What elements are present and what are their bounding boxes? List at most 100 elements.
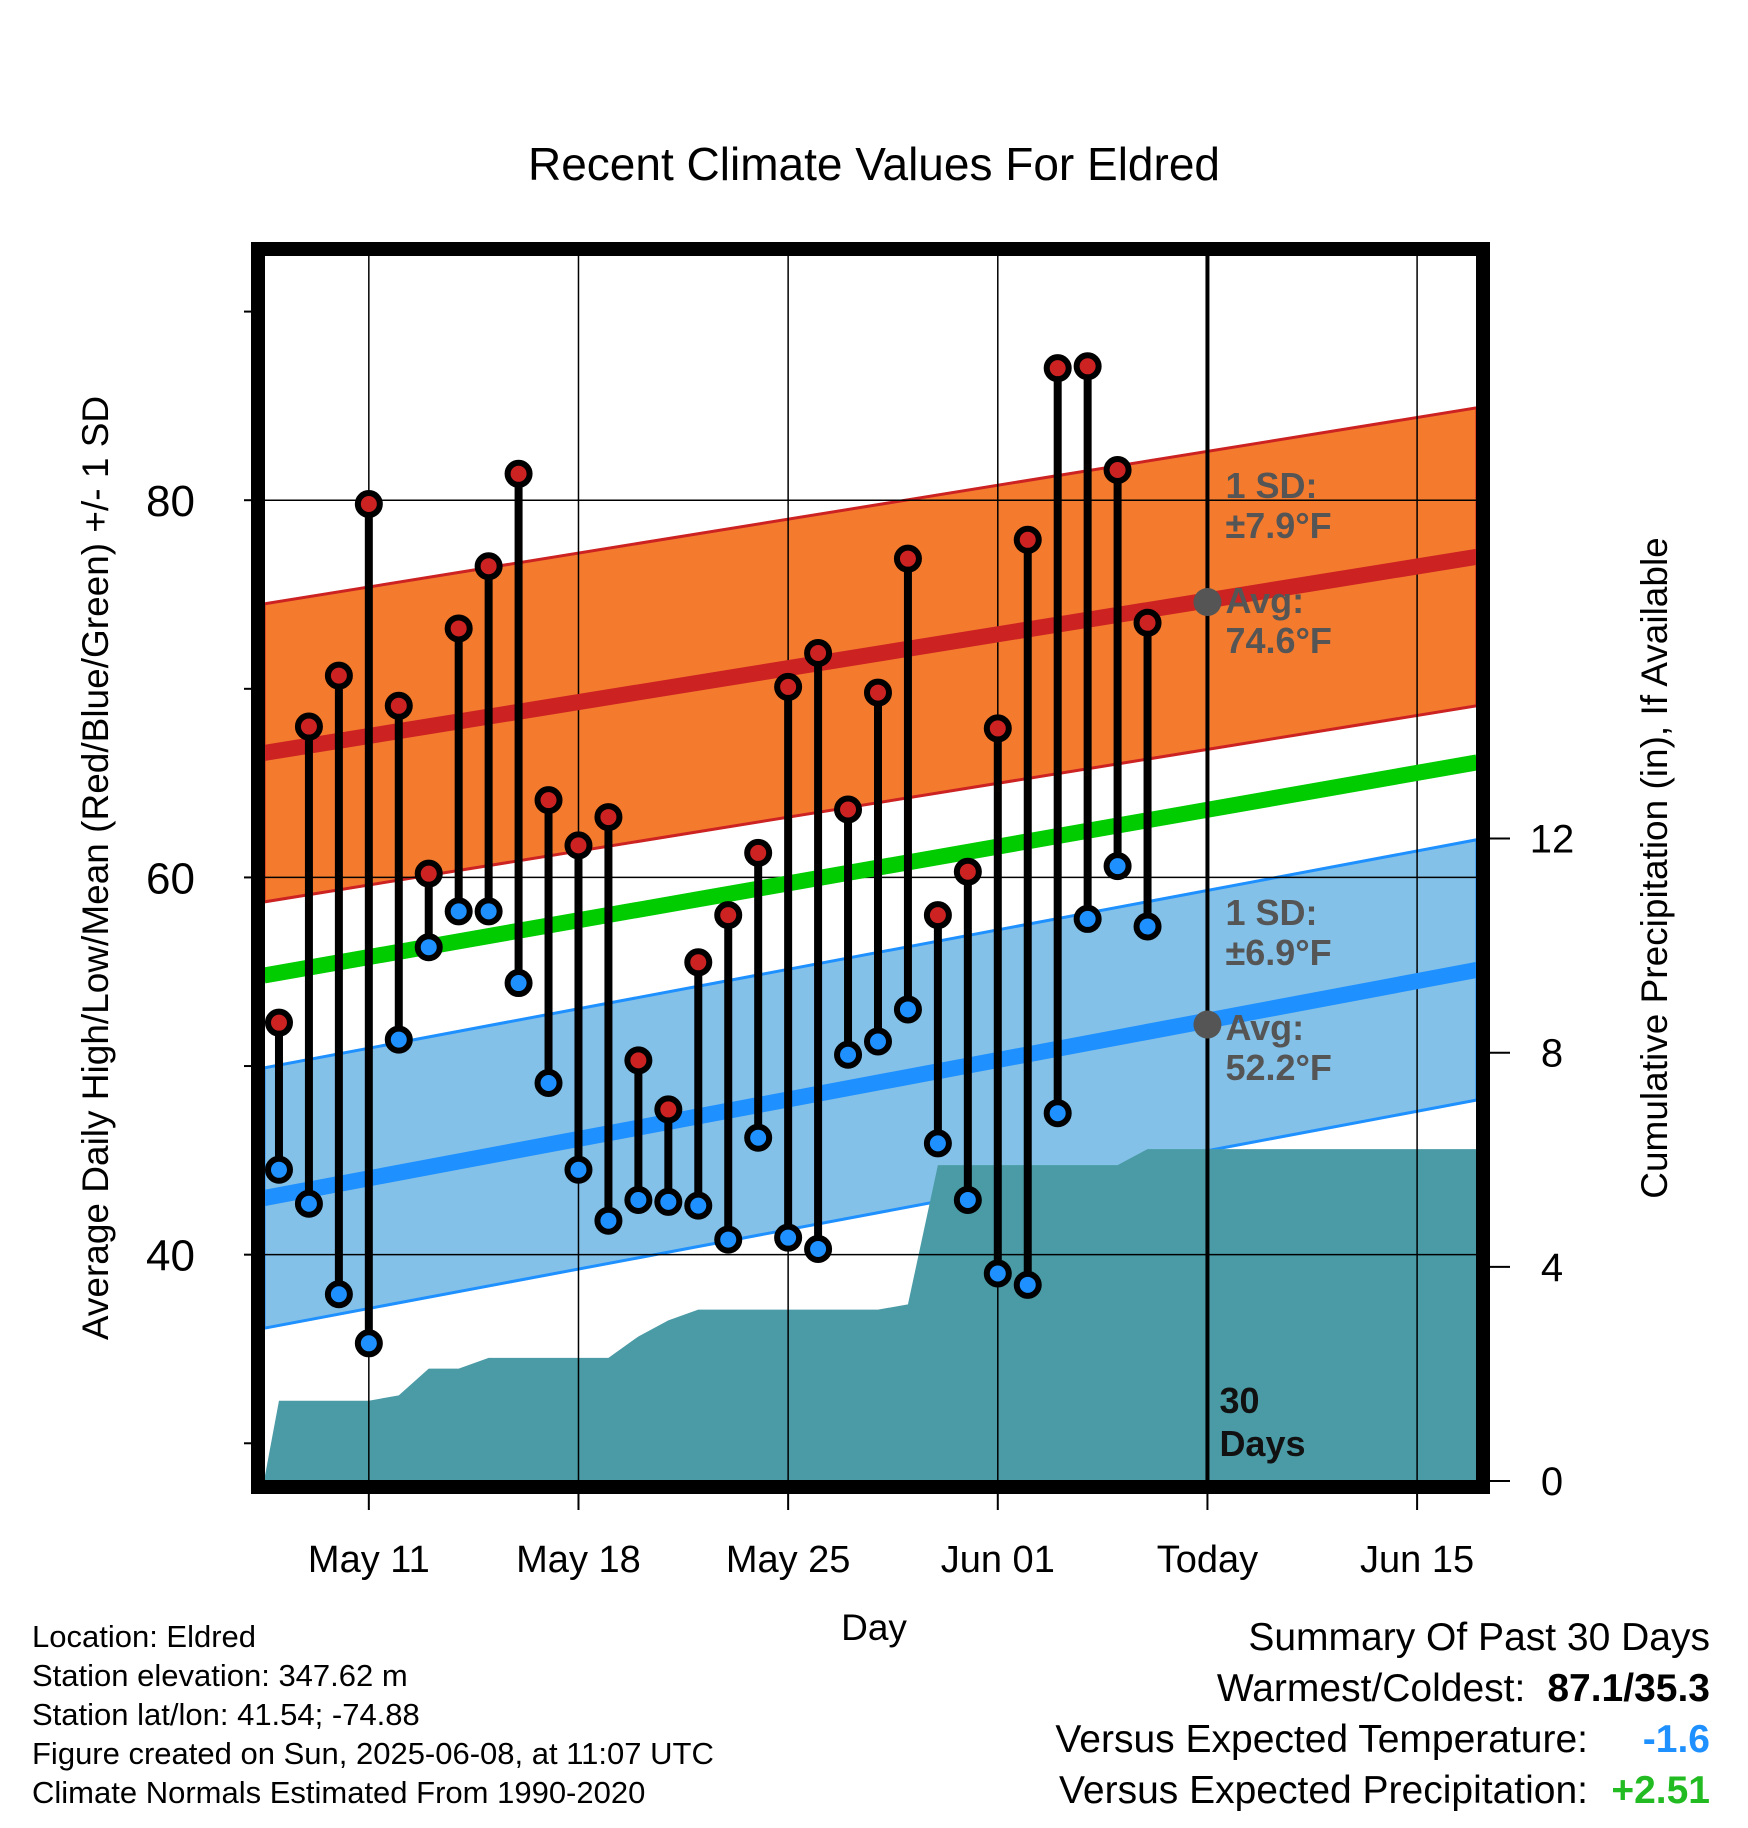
- high-avg-annotation: 74.6°F: [1225, 620, 1331, 661]
- precip-label: Versus Expected Precipitation:: [1059, 1769, 1588, 1812]
- low-temp-point: [504, 969, 533, 998]
- high-temp-point: [714, 901, 743, 930]
- high-temp-point: [1073, 352, 1102, 381]
- low-temp-point: [474, 897, 503, 926]
- low-temp-point: [923, 1129, 952, 1158]
- high-temp-point: [983, 714, 1012, 743]
- high-temp-point: [744, 838, 773, 867]
- low-temp-point: [294, 1189, 323, 1218]
- summary-panel: Summary Of Past 30 Days Warmest/Coldest:…: [1055, 1612, 1710, 1816]
- mean-normal-line: [264, 754, 1477, 984]
- y-tick-label: 80: [146, 477, 195, 526]
- y-tick-label: 60: [146, 854, 195, 903]
- high-sd-annotation: ±7.9°F: [1225, 505, 1331, 546]
- high-temp-point: [324, 661, 353, 690]
- y2-tick-label: 8: [1541, 1032, 1563, 1076]
- low-temp-point: [834, 1040, 863, 1069]
- high-temp-point: [294, 712, 323, 741]
- low-temp-point: [744, 1123, 773, 1152]
- high-temp-point: [414, 859, 443, 888]
- summary-precip-row: Versus Expected Precipitation: +2.51: [1055, 1765, 1710, 1816]
- created-text: Figure created on Sun, 2025-06-08, at 11…: [32, 1736, 714, 1771]
- low-avg-dot: [1193, 1010, 1222, 1039]
- y-axis-label: Average Daily High/Low/Mean (Red/Blue/Gr…: [75, 396, 116, 1340]
- low-temp-point: [983, 1259, 1012, 1288]
- y2-axis-label: Cumulative Precipitation (in), If Availa…: [1634, 537, 1675, 1199]
- chart-title: Recent Climate Values For Eldred: [528, 138, 1220, 190]
- high-temp-point: [804, 638, 833, 667]
- high-temp-point: [354, 489, 383, 518]
- latlon-text: Station lat/lon: 41.54; -74.88: [32, 1697, 420, 1732]
- low-temp-point: [324, 1280, 353, 1309]
- low-normal-line: [264, 961, 1477, 1206]
- low-temp-point: [953, 1185, 982, 1214]
- x-tick-label: Jun 15: [1360, 1539, 1474, 1581]
- days-label-number: 30: [1219, 1380, 1259, 1421]
- low-temp-point: [624, 1185, 653, 1214]
- location-text: Location: Eldred: [32, 1619, 257, 1654]
- low-temp-point: [804, 1235, 833, 1264]
- low-sd-annotation: ±6.9°F: [1225, 932, 1331, 973]
- low-temp-point: [1133, 912, 1162, 941]
- normals-text: Climate Normals Estimated From 1990-2020: [32, 1775, 646, 1810]
- x-tick-label: Jun 01: [941, 1539, 1055, 1581]
- high-temp-point: [624, 1046, 653, 1075]
- low-sd-annotation: 1 SD:: [1225, 892, 1317, 933]
- low-temp-point: [714, 1225, 743, 1254]
- station-info: Location: Eldred Station elevation: 347.…: [32, 1617, 714, 1812]
- days-label-text: Days: [1219, 1423, 1305, 1464]
- high-temp-point: [534, 786, 563, 815]
- high-temp-point: [1043, 354, 1072, 383]
- summary-temp-row: Versus Expected Temperature: -1.6: [1055, 1714, 1710, 1765]
- high-temp-point: [1133, 608, 1162, 637]
- high-avg-annotation: Avg:: [1225, 580, 1304, 621]
- high-temp-point: [834, 795, 863, 824]
- y2-tick-label: 12: [1530, 818, 1575, 862]
- high-temp-point: [564, 831, 593, 860]
- low-temp-point: [774, 1223, 803, 1252]
- high-temp-point: [863, 678, 892, 707]
- low-temp-point: [1013, 1270, 1042, 1299]
- high-temp-point: [444, 614, 473, 643]
- high-temp-point: [774, 672, 803, 701]
- warm-value: 87.1/35.3: [1547, 1667, 1710, 1710]
- low-temp-point: [594, 1206, 623, 1235]
- x-axis-label: Day: [841, 1607, 907, 1648]
- summary-warm-row: Warmest/Coldest: 87.1/35.3: [1055, 1663, 1710, 1714]
- precip-area: [264, 1149, 1477, 1481]
- high-temp-point: [384, 691, 413, 720]
- low-temp-point: [414, 933, 443, 962]
- temp-label: Versus Expected Temperature:: [1055, 1718, 1588, 1761]
- x-tick-label: May 11: [308, 1539, 430, 1581]
- low-temp-point: [863, 1027, 892, 1056]
- low-temp-point: [444, 897, 473, 926]
- low-temp-point: [684, 1191, 713, 1220]
- high-temp-point: [474, 552, 503, 581]
- high-avg-dot: [1193, 588, 1222, 617]
- high-temp-point: [893, 544, 922, 573]
- high-temp-point: [264, 1008, 293, 1037]
- high-temp-point: [1103, 456, 1132, 485]
- low-avg-annotation: Avg:: [1225, 1007, 1304, 1048]
- y2-tick-label: 0: [1541, 1460, 1563, 1504]
- high-temp-point: [654, 1095, 683, 1124]
- plot-frame: [251, 242, 1490, 1494]
- low-temp-point: [1073, 904, 1102, 933]
- high-temp-point: [504, 459, 533, 488]
- low-temp-point: [654, 1187, 683, 1216]
- precip-value: +2.51: [1611, 1769, 1710, 1812]
- y2-tick-label: 4: [1541, 1246, 1563, 1290]
- high-sd-annotation: 1 SD:: [1225, 465, 1317, 506]
- low-temp-point: [534, 1069, 563, 1098]
- high-temp-point: [594, 803, 623, 832]
- high-temp-point: [923, 901, 952, 930]
- high-temp-point: [953, 857, 982, 886]
- warm-label: Warmest/Coldest:: [1216, 1667, 1526, 1710]
- low-temp-point: [1103, 852, 1132, 881]
- low-temp-point: [564, 1155, 593, 1184]
- high-normal-line: [264, 548, 1477, 761]
- x-tick-label: May 25: [726, 1539, 851, 1581]
- low-temp-point: [893, 995, 922, 1024]
- low-avg-annotation: 52.2°F: [1225, 1047, 1331, 1088]
